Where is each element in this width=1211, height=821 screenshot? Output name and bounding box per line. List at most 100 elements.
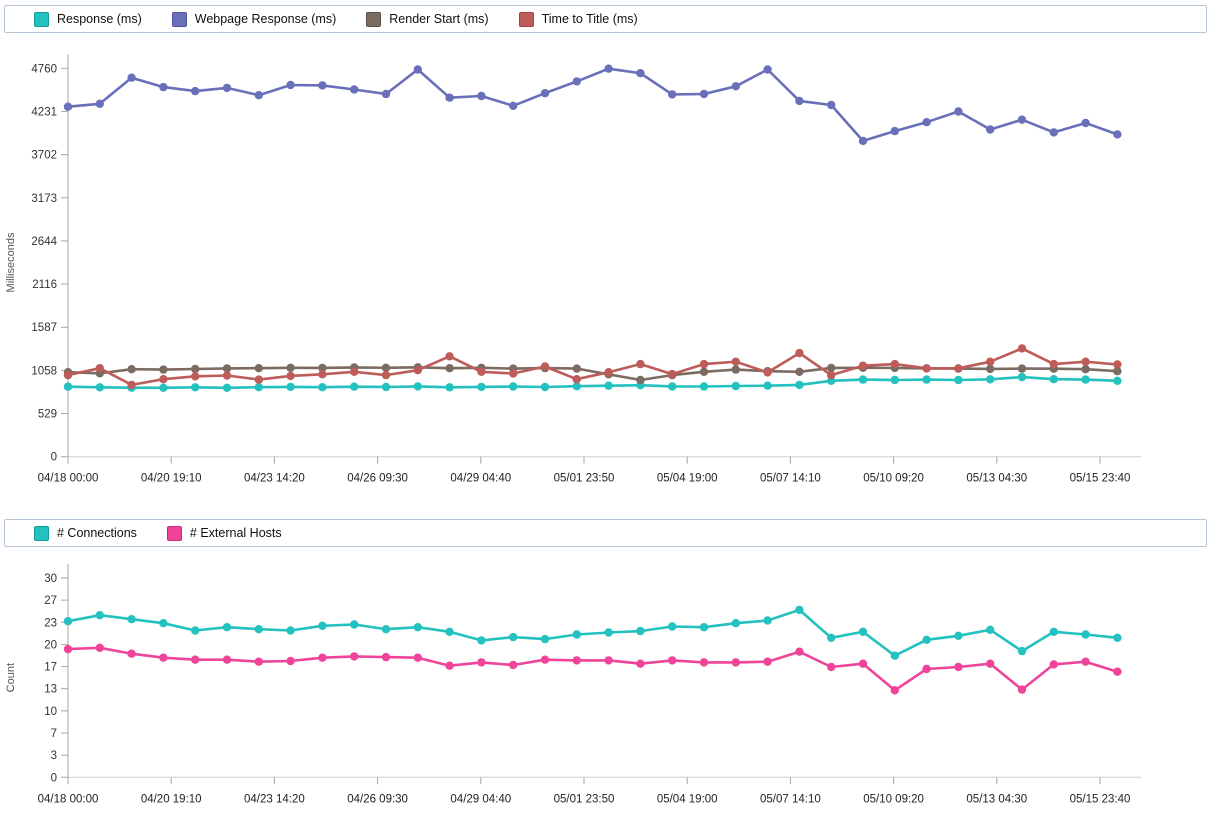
data-point[interactable] <box>699 367 709 376</box>
data-point[interactable] <box>827 633 836 642</box>
data-point[interactable] <box>763 65 772 74</box>
data-point[interactable] <box>286 80 295 90</box>
data-point[interactable] <box>1113 130 1122 139</box>
data-point[interactable] <box>286 626 295 635</box>
data-point[interactable] <box>795 647 804 656</box>
data-point[interactable] <box>668 90 677 99</box>
data-point[interactable] <box>254 91 263 100</box>
data-point[interactable] <box>636 375 645 385</box>
data-point[interactable] <box>922 364 931 373</box>
data-point[interactable] <box>509 660 518 670</box>
data-point[interactable] <box>413 623 422 632</box>
data-point[interactable] <box>445 627 454 636</box>
data-point[interactable] <box>1113 633 1122 642</box>
data-point[interactable] <box>286 371 295 381</box>
data-point[interactable] <box>668 656 677 665</box>
data-point[interactable] <box>1081 375 1090 384</box>
data-point[interactable] <box>827 100 836 110</box>
data-point[interactable] <box>954 631 963 640</box>
data-point[interactable] <box>95 643 105 652</box>
data-point[interactable] <box>699 623 709 632</box>
data-point[interactable] <box>63 102 73 111</box>
data-point[interactable] <box>668 369 677 379</box>
data-point[interactable] <box>222 383 232 392</box>
data-point[interactable] <box>986 659 995 668</box>
data-point[interactable] <box>222 623 232 632</box>
data-point[interactable] <box>222 655 232 664</box>
legend-item[interactable]: Response (ms) <box>34 11 142 27</box>
data-point[interactable] <box>922 375 931 384</box>
data-point[interactable] <box>763 381 772 390</box>
data-point[interactable] <box>254 364 263 373</box>
data-point[interactable] <box>540 89 550 98</box>
data-point[interactable] <box>1049 627 1059 636</box>
data-point[interactable] <box>1081 657 1090 666</box>
data-point[interactable] <box>254 383 263 392</box>
data-point[interactable] <box>381 363 391 372</box>
data-point[interactable] <box>381 652 391 662</box>
data-point[interactable] <box>954 662 963 672</box>
data-point[interactable] <box>922 664 931 674</box>
data-point[interactable] <box>604 381 613 390</box>
data-point[interactable] <box>477 636 486 645</box>
data-point[interactable] <box>1049 660 1059 669</box>
data-point[interactable] <box>159 383 168 392</box>
data-point[interactable] <box>350 85 359 94</box>
data-point[interactable] <box>318 81 327 90</box>
data-point[interactable] <box>127 73 136 82</box>
data-point[interactable] <box>540 382 550 392</box>
data-point[interactable] <box>286 656 295 666</box>
data-point[interactable] <box>191 383 200 392</box>
data-point[interactable] <box>286 382 295 392</box>
data-point[interactable] <box>127 365 136 374</box>
data-point[interactable] <box>95 99 105 109</box>
data-point[interactable] <box>477 382 486 392</box>
data-point[interactable] <box>445 661 454 670</box>
data-point[interactable] <box>699 658 709 667</box>
data-point[interactable] <box>604 656 613 665</box>
legend-item[interactable]: Time to Title (ms) <box>518 11 638 27</box>
data-point[interactable] <box>572 364 581 373</box>
data-point[interactable] <box>445 364 454 373</box>
data-point[interactable] <box>636 626 645 636</box>
legend-item[interactable]: Webpage Response (ms) <box>171 11 336 27</box>
data-point[interactable] <box>986 125 995 134</box>
data-point[interactable] <box>572 375 581 384</box>
data-point[interactable] <box>318 383 327 392</box>
data-point[interactable] <box>159 375 168 384</box>
data-point[interactable] <box>890 686 899 695</box>
data-point[interactable] <box>159 365 168 374</box>
data-point[interactable] <box>1081 630 1090 639</box>
data-point[interactable] <box>986 357 995 366</box>
data-point[interactable] <box>350 367 359 376</box>
data-point[interactable] <box>63 644 73 654</box>
data-point[interactable] <box>1113 667 1122 676</box>
data-point[interactable] <box>922 635 931 644</box>
data-point[interactable] <box>890 375 899 385</box>
data-point[interactable] <box>191 372 200 381</box>
data-point[interactable] <box>731 357 740 366</box>
data-point[interactable] <box>350 652 359 661</box>
data-point[interactable] <box>1049 128 1059 137</box>
data-point[interactable] <box>413 366 422 375</box>
data-point[interactable] <box>668 382 677 391</box>
data-point[interactable] <box>381 382 391 392</box>
data-point[interactable] <box>827 363 836 373</box>
data-point[interactable] <box>954 107 963 116</box>
data-point[interactable] <box>890 651 899 660</box>
data-point[interactable] <box>127 615 136 624</box>
data-point[interactable] <box>699 382 709 391</box>
data-point[interactable] <box>222 371 232 380</box>
data-point[interactable] <box>254 375 263 384</box>
data-point[interactable] <box>509 101 518 111</box>
data-point[interactable] <box>763 657 772 666</box>
data-point[interactable] <box>636 359 645 369</box>
data-point[interactable] <box>1017 115 1027 124</box>
data-point[interactable] <box>1017 364 1027 373</box>
data-point[interactable] <box>413 382 422 391</box>
legend-item[interactable]: # Connections <box>34 525 137 541</box>
data-point[interactable] <box>95 364 105 373</box>
data-point[interactable] <box>1081 365 1090 374</box>
data-point[interactable] <box>254 657 263 666</box>
data-point[interactable] <box>795 605 804 615</box>
